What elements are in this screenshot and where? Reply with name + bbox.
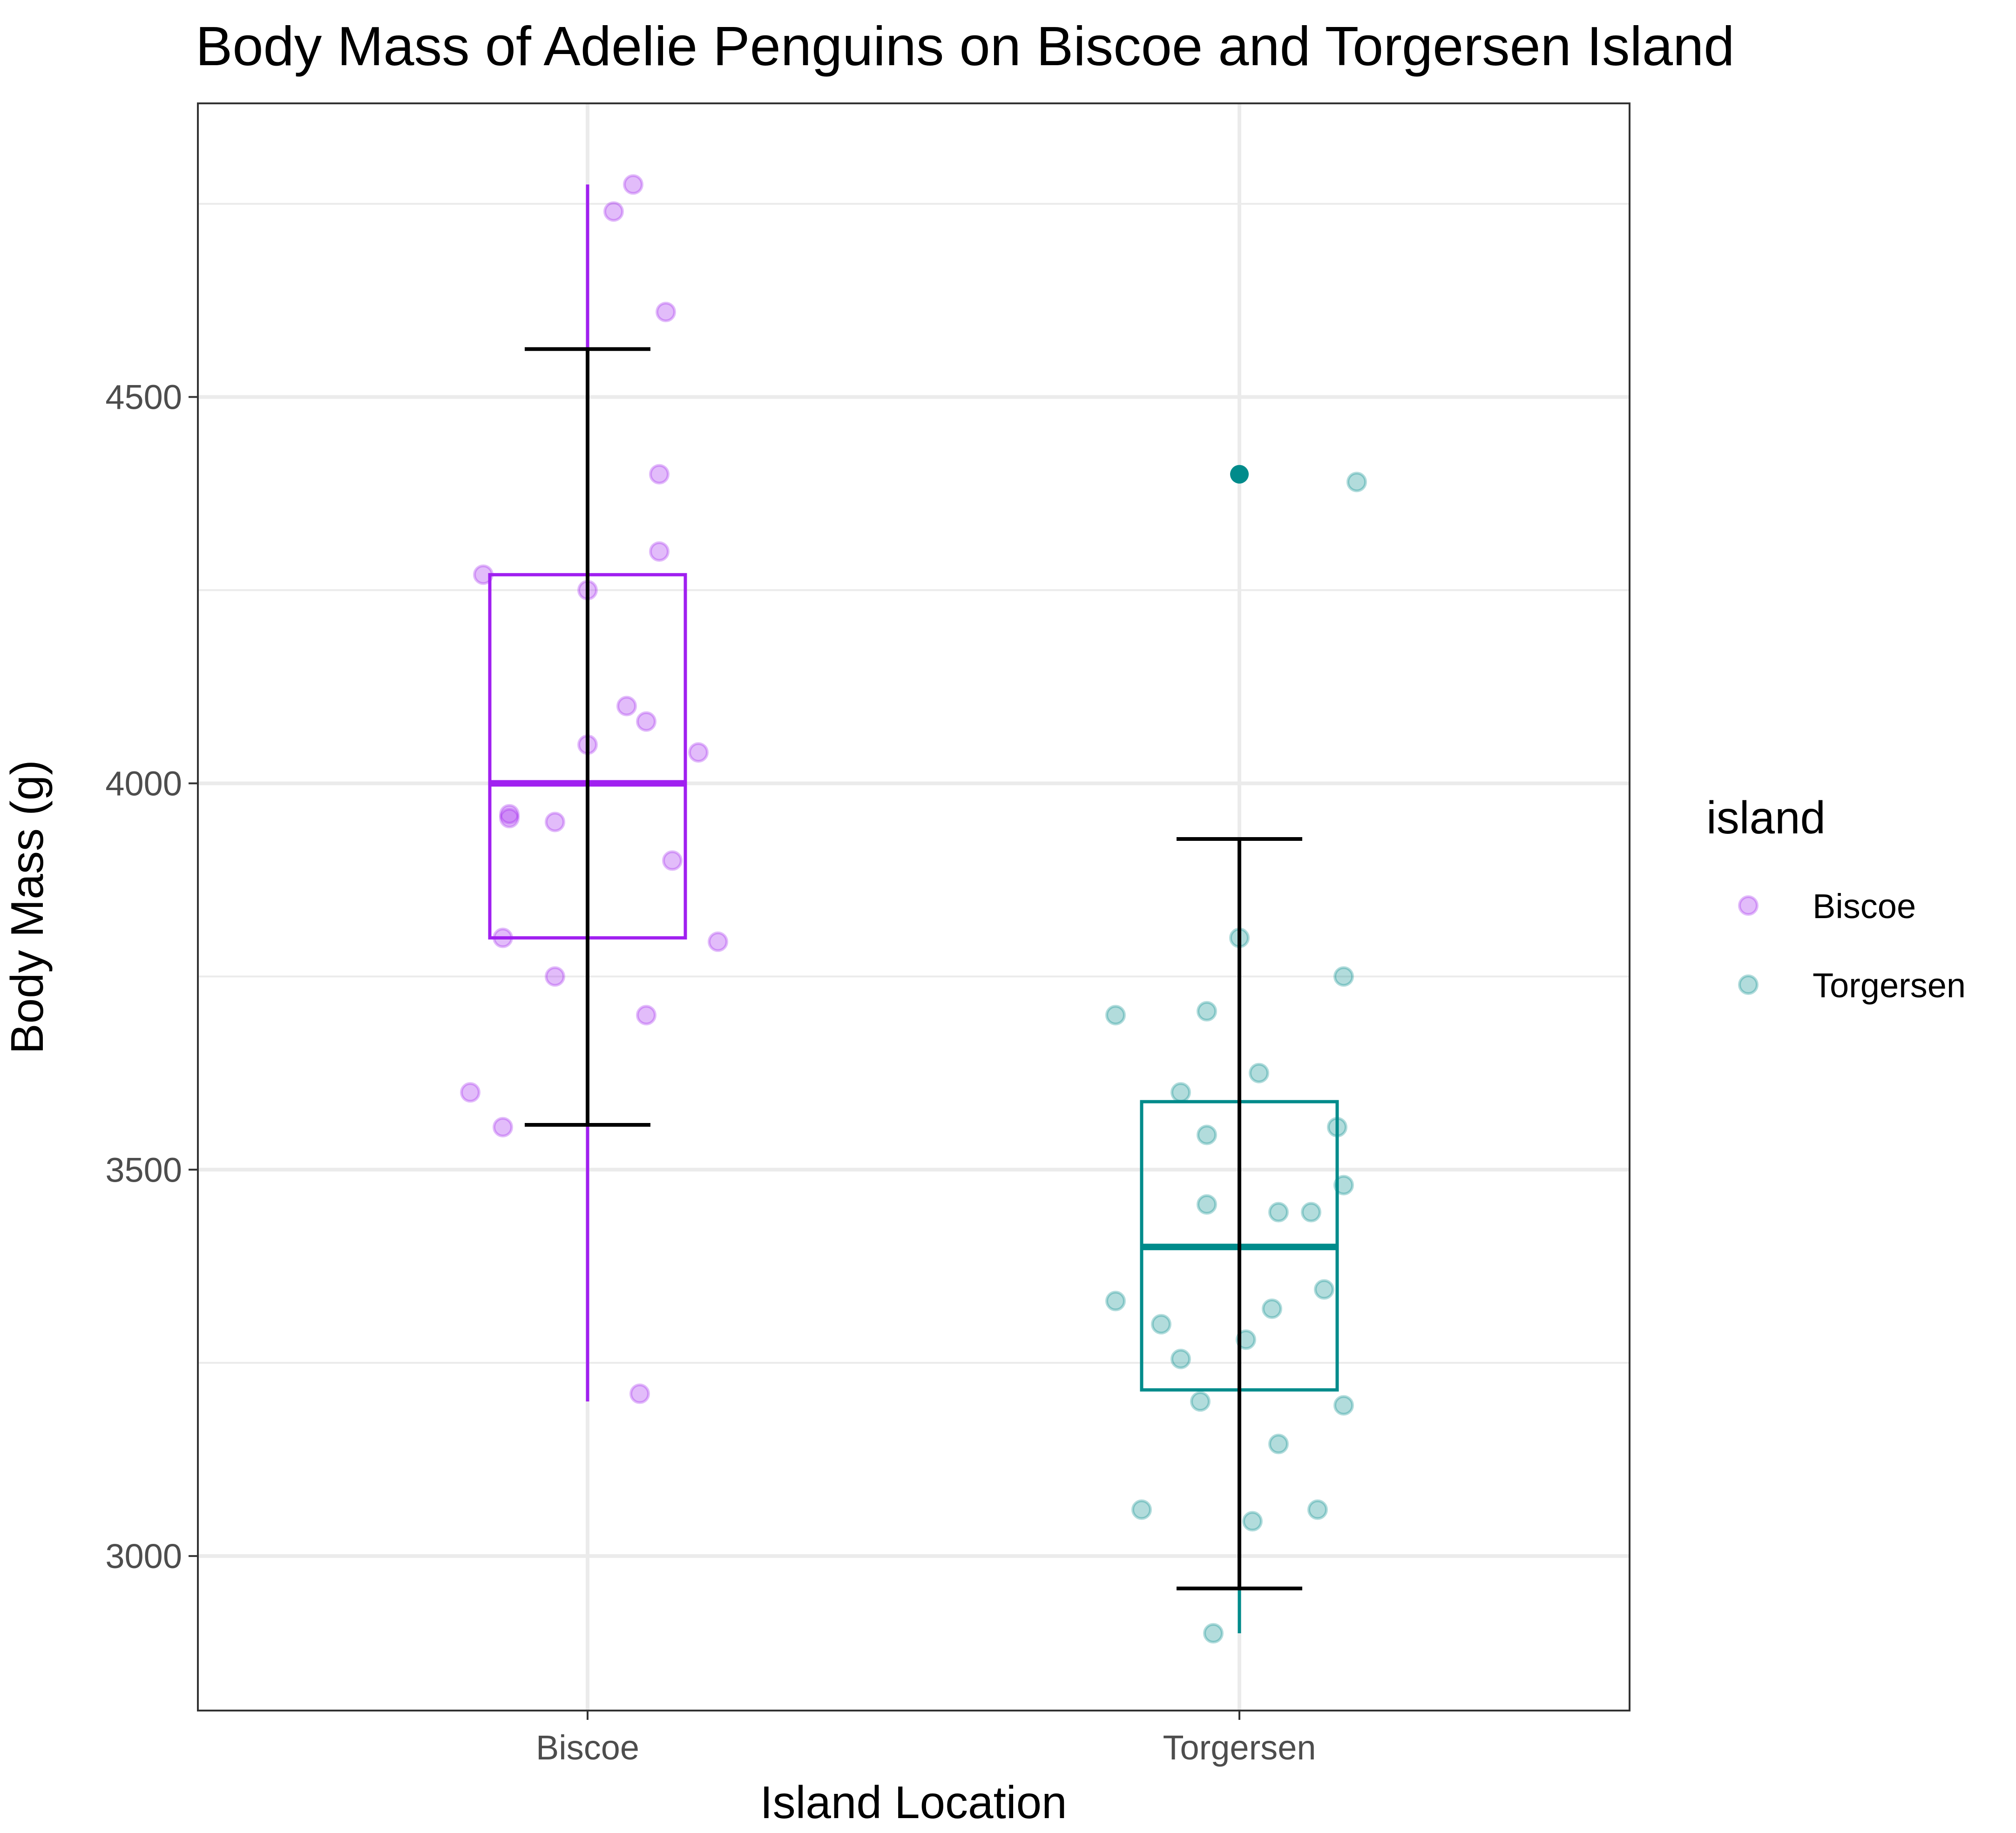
- y-tick-label: 3000: [105, 1537, 182, 1576]
- data-point-torgersen: [1151, 1314, 1171, 1335]
- data-point-torgersen: [1170, 1082, 1191, 1103]
- data-point-torgersen: [1190, 1391, 1211, 1412]
- data-point-torgersen: [1170, 1348, 1191, 1369]
- data-point-biscoe: [636, 711, 656, 732]
- data-point-torgersen: [1333, 966, 1354, 987]
- data-point-torgersen: [1301, 1202, 1321, 1223]
- data-point-torgersen: [1105, 1005, 1126, 1026]
- data-point-torgersen: [1131, 1499, 1152, 1520]
- data-point-torgersen: [1197, 1001, 1217, 1022]
- box-outlier-point: [1230, 465, 1249, 484]
- data-point-biscoe: [649, 464, 670, 485]
- data-point-biscoe: [662, 850, 683, 871]
- data-point-torgersen: [1236, 1329, 1256, 1350]
- data-point-biscoe: [493, 927, 513, 948]
- data-point-biscoe: [499, 804, 520, 825]
- x-axis-title: Island Location: [760, 1777, 1067, 1828]
- grid-layer: [198, 103, 1630, 1711]
- data-point-biscoe: [629, 1383, 650, 1404]
- legend-key-biscoe: [1738, 895, 1759, 916]
- point-layer: [460, 174, 1367, 1644]
- data-point-biscoe: [688, 742, 709, 763]
- data-point-biscoe: [545, 966, 565, 987]
- data-point-torgersen: [1333, 1175, 1354, 1196]
- data-point-torgersen: [1268, 1434, 1289, 1454]
- box-layer: [488, 184, 1339, 1634]
- data-point-biscoe: [460, 1082, 480, 1103]
- legend-key-torgersen: [1738, 974, 1759, 995]
- y-tick-label: 4500: [105, 378, 182, 417]
- data-point-torgersen: [1249, 1062, 1269, 1083]
- legend-entries: Biscoe Torgersen: [1738, 887, 1966, 1005]
- data-point-torgersen: [1197, 1124, 1217, 1145]
- legend: island Biscoe Torgersen: [1706, 792, 1966, 1005]
- data-point-biscoe: [473, 564, 494, 585]
- data-point-biscoe: [708, 931, 728, 952]
- data-point-torgersen: [1203, 1623, 1224, 1644]
- y-tick-label: 3500: [105, 1150, 182, 1189]
- y-axis-title: Body Mass (g): [1, 760, 53, 1054]
- chart-title: Body Mass of Adelie Penguins on Biscoe a…: [196, 15, 1734, 77]
- data-point-torgersen: [1105, 1291, 1126, 1312]
- data-point-biscoe: [545, 812, 565, 832]
- x-tick-label: Biscoe: [536, 1728, 639, 1767]
- data-point-torgersen: [1197, 1194, 1217, 1215]
- data-point-torgersen: [1268, 1202, 1289, 1223]
- data-point-biscoe: [493, 1116, 513, 1137]
- plot-panel-border: [197, 102, 1630, 1711]
- data-point-torgersen: [1262, 1299, 1282, 1319]
- data-point-biscoe: [649, 541, 670, 562]
- data-point-biscoe: [603, 201, 624, 222]
- legend-title: island: [1706, 792, 1826, 843]
- data-point-torgersen: [1314, 1279, 1334, 1300]
- data-point-biscoe: [623, 174, 643, 195]
- data-point-torgersen: [1307, 1499, 1328, 1520]
- axis-layer: 3000 3500 4000 4500 Biscoe Torgersen: [105, 378, 1316, 1767]
- data-point-torgersen: [1346, 472, 1367, 493]
- errorbar-layer: [525, 347, 1302, 1590]
- data-point-biscoe: [656, 302, 676, 323]
- data-point-torgersen: [1333, 1395, 1354, 1416]
- y-tick-label: 4000: [105, 764, 182, 803]
- x-tick-label: Torgersen: [1163, 1728, 1316, 1767]
- data-point-torgersen: [1327, 1116, 1347, 1137]
- legend-label-torgersen: Torgersen: [1813, 966, 1966, 1005]
- data-point-biscoe: [616, 696, 637, 717]
- data-point-torgersen: [1242, 1511, 1263, 1532]
- data-point-biscoe: [499, 808, 520, 829]
- legend-label-biscoe: Biscoe: [1813, 887, 1916, 926]
- data-point-biscoe: [636, 1005, 656, 1026]
